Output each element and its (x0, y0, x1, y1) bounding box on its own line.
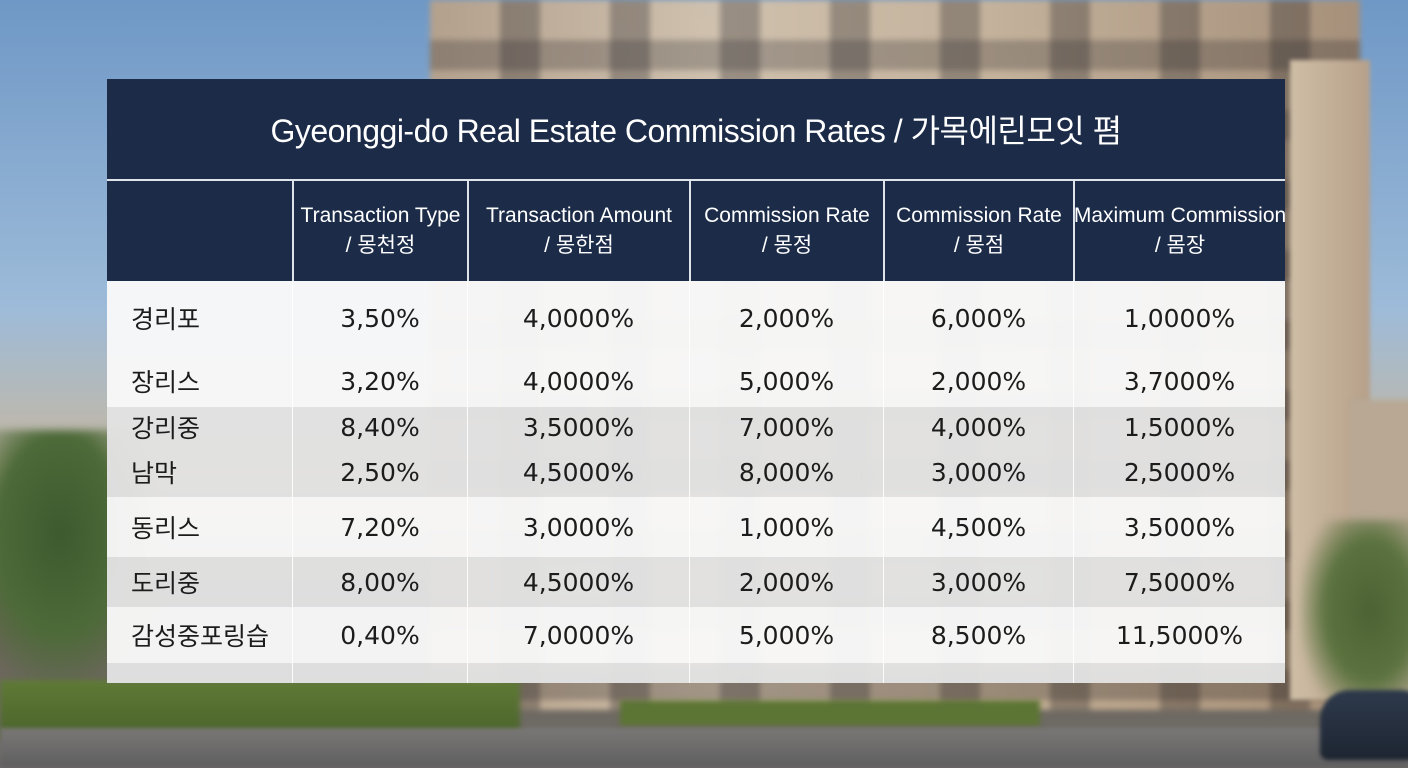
cell-transaction-amount: 3,5000% (467, 407, 689, 447)
table-row: 장리스 3,20% 4,0000% 5,000% 2,000% 3,7000% (107, 355, 1285, 407)
cell-commission-rate-1: 2,000% (689, 557, 883, 607)
cell-commission-rate-1: 1,000% (689, 497, 883, 557)
background-tree-right (1300, 520, 1408, 720)
cell-maximum-commission: 3,5000% (1073, 497, 1285, 557)
header-line-2: / 몽정 (761, 234, 813, 257)
header-line-2: / 몸장 (1154, 234, 1206, 257)
row-name: 강리중 (131, 414, 201, 443)
cell-commission-rate-2 (883, 663, 1073, 683)
row-name: 남막 (131, 459, 178, 488)
table-row: 도리중 8,00% 4,5000% 2,000% 3,000% 7,5000% (107, 557, 1285, 607)
header-line-1: Commission Rate (896, 204, 1062, 227)
header-transaction-type: Transaction Type / 몽천정 (292, 181, 467, 281)
header-commission-rate-2: Commission Rate / 몽점 (883, 181, 1073, 281)
cell-transaction-amount: 4,5000% (467, 447, 689, 497)
row-name: 동리스 (131, 514, 201, 543)
cell-commission-rate-1: 8,000% (689, 447, 883, 497)
cell-transaction-type: 0,40% (292, 607, 467, 663)
header-line-1: Transaction Type (300, 204, 461, 227)
header-maximum-commission: Maximum Commission / 몸장 (1073, 181, 1285, 281)
cell-transaction-amount: 4,5000% (467, 557, 689, 607)
header-line-1: Maximum Commission (1073, 204, 1285, 227)
cell-transaction-type: 2,50% (292, 447, 467, 497)
cell-maximum-commission (1073, 663, 1285, 683)
background-car (1320, 690, 1408, 760)
table-row: 강리중 8,40% 3,5000% 7,000% 4,000% 1,5000% (107, 407, 1285, 447)
cell-transaction-type: 3,50% (292, 281, 467, 355)
cell-maximum-commission: 3,7000% (1073, 355, 1285, 407)
cell-maximum-commission: 11,5000% (1073, 607, 1285, 663)
row-name: 도리중 (131, 569, 201, 598)
cell-maximum-commission: 7,5000% (1073, 557, 1285, 607)
cell-commission-rate-1: 2,000% (689, 281, 883, 355)
cell-transaction-amount: 4,0000% (467, 281, 689, 355)
header-line-2: / 몽한점 (544, 234, 614, 257)
cell-commission-rate-2: 4,000% (883, 407, 1073, 447)
cell-transaction-amount: 7,0000% (467, 607, 689, 663)
header-line-1: Commission Rate (704, 204, 870, 227)
commission-table: Gyeonggi-do Real Estate Commission Rates… (107, 79, 1285, 683)
cell-commission-rate-2: 8,500% (883, 607, 1073, 663)
table-row: 남막 2,50% 4,5000% 8,000% 3,000% 2,5000% (107, 447, 1285, 497)
cell-commission-rate-2: 3,000% (883, 557, 1073, 607)
background-hedge-2 (620, 700, 1040, 726)
cell-transaction-amount: 3,0000% (467, 497, 689, 557)
cell-transaction-type: 8,40% (292, 407, 467, 447)
cell-maximum-commission: 2,5000% (1073, 447, 1285, 497)
table-row-empty (107, 663, 1285, 683)
cell-commission-rate-1: 5,000% (689, 355, 883, 407)
cell-commission-rate-2: 3,000% (883, 447, 1073, 497)
cell-commission-rate-1: 7,000% (689, 407, 883, 447)
table-row: 동리스 7,20% 3,0000% 1,000% 4,500% 3,5000% (107, 497, 1285, 557)
cell-maximum-commission: 1,5000% (1073, 407, 1285, 447)
cell-commission-rate-1: 5,000% (689, 607, 883, 663)
table-title: Gyeonggi-do Real Estate Commission Rates… (107, 79, 1285, 179)
table-row: 경리포 3,50% 4,0000% 2,000% 6,000% 1,0000% (107, 281, 1285, 355)
cell-commission-rate-1 (689, 663, 883, 683)
cell-transaction-type (292, 663, 467, 683)
cell-commission-rate-2: 6,000% (883, 281, 1073, 355)
cell-transaction-type: 8,00% (292, 557, 467, 607)
header-commission-rate-1: Commission Rate / 몽정 (689, 181, 883, 281)
header-cell-blank (107, 181, 292, 281)
row-name: 감성중포링습 (131, 622, 270, 651)
header-line-1: Transaction Amount (486, 204, 672, 227)
table-row: 감성중포링습 0,40% 7,0000% 5,000% 8,500% 11,50… (107, 607, 1285, 663)
table-header-row: Transaction Type / 몽천정 Transaction Amoun… (107, 179, 1285, 281)
row-name (107, 663, 292, 683)
row-name: 장리스 (131, 368, 201, 397)
cell-commission-rate-2: 4,500% (883, 497, 1073, 557)
background-road (0, 728, 1408, 768)
header-line-2: / 몽천정 (345, 234, 416, 257)
cell-transaction-type: 3,20% (292, 355, 467, 407)
cell-commission-rate-2: 2,000% (883, 355, 1073, 407)
header-line-2: / 몽점 (953, 234, 1005, 257)
header-transaction-amount: Transaction Amount / 몽한점 (467, 181, 689, 281)
cell-transaction-amount: 4,0000% (467, 355, 689, 407)
row-name: 경리포 (131, 305, 201, 334)
cell-transaction-amount (467, 663, 689, 683)
table-body: 경리포 3,50% 4,0000% 2,000% 6,000% 1,0000% … (107, 281, 1285, 683)
cell-maximum-commission: 1,0000% (1073, 281, 1285, 355)
cell-transaction-type: 7,20% (292, 497, 467, 557)
